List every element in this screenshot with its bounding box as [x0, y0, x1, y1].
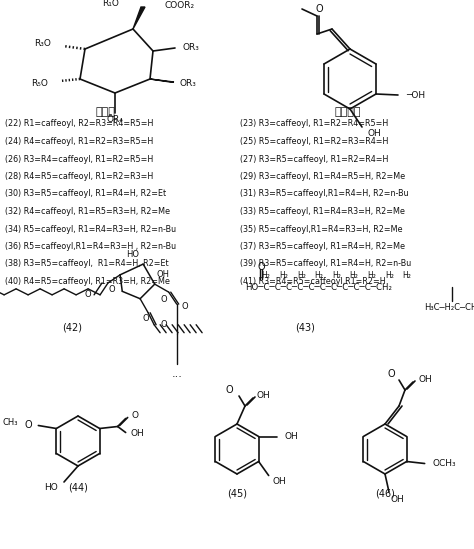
Text: H₂: H₂	[349, 271, 358, 279]
Text: R₃O: R₃O	[34, 38, 51, 48]
Polygon shape	[133, 7, 145, 29]
Text: (39) R3=R5=caffeoyl, R1=R4=H, R2=n-Bu: (39) R3=R5=caffeoyl, R1=R4=H, R2=n-Bu	[240, 260, 411, 268]
Text: (32) R4=caffeoyl, R1=R5=R3=H, R2=Me: (32) R4=caffeoyl, R1=R5=R3=H, R2=Me	[5, 207, 170, 216]
Text: (28) R4=R5=caffeoyl, R1=R2=R3=H: (28) R4=R5=caffeoyl, R1=R2=R3=H	[5, 172, 153, 181]
Text: OH: OH	[419, 376, 433, 384]
Text: O: O	[225, 385, 233, 395]
Text: (31) R3=R5=caffeoyl,R1=R4=H, R2=n-Bu: (31) R3=R5=caffeoyl,R1=R4=H, R2=n-Bu	[240, 189, 409, 199]
Text: H₂: H₂	[262, 271, 271, 279]
Text: O: O	[160, 320, 167, 329]
Text: O: O	[25, 419, 32, 429]
Text: O: O	[143, 314, 149, 323]
Text: O: O	[132, 411, 139, 420]
Text: ─OH: ─OH	[406, 91, 425, 99]
Text: (27) R3=R5=caffeoyl, R1=R2=R4=H: (27) R3=R5=caffeoyl, R1=R2=R4=H	[240, 154, 388, 164]
Text: (42): (42)	[62, 322, 82, 332]
Text: (41) R3=R4=R5=caffeoyl,R1=R2=H: (41) R3=R4=R5=caffeoyl,R1=R2=H	[240, 277, 386, 286]
Text: O: O	[84, 290, 91, 299]
Text: H₃C─H₂C─CH₂: H₃C─H₂C─CH₂	[424, 302, 474, 311]
Text: OR₃: OR₃	[180, 79, 197, 87]
Text: (44): (44)	[68, 482, 88, 492]
Text: ŌR₄: ŌR₄	[107, 115, 123, 125]
Text: CH₃: CH₃	[3, 418, 18, 427]
Text: OH: OH	[391, 495, 405, 503]
Text: OH: OH	[273, 477, 286, 486]
Text: H₂: H₂	[385, 271, 393, 279]
Text: (46): (46)	[375, 489, 395, 499]
Text: R₅O: R₅O	[31, 79, 48, 87]
Text: H₂: H₂	[367, 271, 376, 279]
Text: OH: OH	[131, 429, 145, 438]
Text: (36) R5=caffeoyl,R1=R4=R3=H , R2=n-Bu: (36) R5=caffeoyl,R1=R4=R3=H , R2=n-Bu	[5, 242, 176, 251]
Text: O: O	[387, 369, 395, 379]
Text: (30) R3=R5=caffeoyl, R1=R4=H, R2=Et: (30) R3=R5=caffeoyl, R1=R4=H, R2=Et	[5, 189, 166, 199]
Text: COOR₂: COOR₂	[165, 1, 195, 9]
Text: H₂: H₂	[279, 271, 288, 279]
Text: OH: OH	[157, 270, 170, 279]
Text: OH: OH	[285, 432, 299, 441]
Text: (45): (45)	[227, 489, 247, 499]
Text: OR₃: OR₃	[183, 42, 200, 52]
Text: (43): (43)	[295, 322, 315, 332]
Text: O: O	[109, 285, 115, 294]
Text: (23) R3=caffeoyl, R1=R2=R4=R5=H: (23) R3=caffeoyl, R1=R2=R4=R5=H	[240, 120, 388, 128]
Text: (34) R5=caffeoyl, R1=R4=R3=H, R2=n-Bu: (34) R5=caffeoyl, R1=R4=R3=H, R2=n-Bu	[5, 225, 176, 233]
Text: H₂: H₂	[332, 271, 341, 279]
Text: (26) R3=R4=caffeoyl, R1=R2=R5=H: (26) R3=R4=caffeoyl, R1=R2=R5=H	[5, 154, 153, 164]
Polygon shape	[150, 79, 174, 82]
Text: (37) R3=R5=caffeoyl, R1=R4=H, R2=Me: (37) R3=R5=caffeoyl, R1=R4=H, R2=Me	[240, 242, 405, 251]
Text: (29) R3=caffeoyl, R1=R4=R5=H, R2=Me: (29) R3=caffeoyl, R1=R4=R5=H, R2=Me	[240, 172, 405, 181]
Text: R₁O: R₁O	[102, 0, 119, 8]
Text: 咖啡酰基: 咖啡酰基	[335, 107, 361, 117]
Text: (22) R1=caffeoyl, R2=R3=R4=R5=H: (22) R1=caffeoyl, R2=R3=R4=R5=H	[5, 120, 154, 128]
Text: H₂: H₂	[314, 271, 323, 279]
Text: OCH₃: OCH₃	[433, 459, 456, 468]
Text: (25) R5=caffeoyl, R1=R2=R3=R4=H: (25) R5=caffeoyl, R1=R2=R3=R4=H	[240, 137, 388, 146]
Text: (38) R3=R5=caffeoyl,  R1=R4=H, R2=Et: (38) R3=R5=caffeoyl, R1=R4=H, R2=Et	[5, 260, 169, 268]
Text: (35) R5=caffeoyl,R1=R4=R3=H, R2=Me: (35) R5=caffeoyl,R1=R4=R3=H, R2=Me	[240, 225, 402, 233]
Text: 奎宁酸: 奎宁酸	[95, 107, 115, 117]
Text: O: O	[182, 301, 188, 311]
Text: ...: ...	[171, 369, 182, 379]
Text: HO: HO	[44, 484, 58, 492]
Text: (24) R4=caffeoyl, R1=R2=R3=R5=H: (24) R4=caffeoyl, R1=R2=R3=R5=H	[5, 137, 153, 146]
Text: H₂: H₂	[402, 271, 411, 279]
Text: OH: OH	[368, 128, 382, 137]
Text: O: O	[257, 262, 265, 272]
Text: O: O	[315, 4, 323, 14]
Text: OH: OH	[257, 390, 271, 400]
Text: HO: HO	[126, 250, 139, 259]
Text: HO─C─C─C─C─C─C─C─C─C─C─CH₂: HO─C─C─C─C─C─C─C─C─C─C─CH₂	[245, 283, 392, 292]
Text: (33) R5=caffeoyl, R1=R4=R3=H, R2=Me: (33) R5=caffeoyl, R1=R4=R3=H, R2=Me	[240, 207, 405, 216]
Text: H₂: H₂	[297, 271, 306, 279]
Text: O: O	[160, 295, 167, 304]
Text: (40) R4=R5=caffeoyl, R1=R3=H, R2=Me: (40) R4=R5=caffeoyl, R1=R3=H, R2=Me	[5, 277, 170, 286]
